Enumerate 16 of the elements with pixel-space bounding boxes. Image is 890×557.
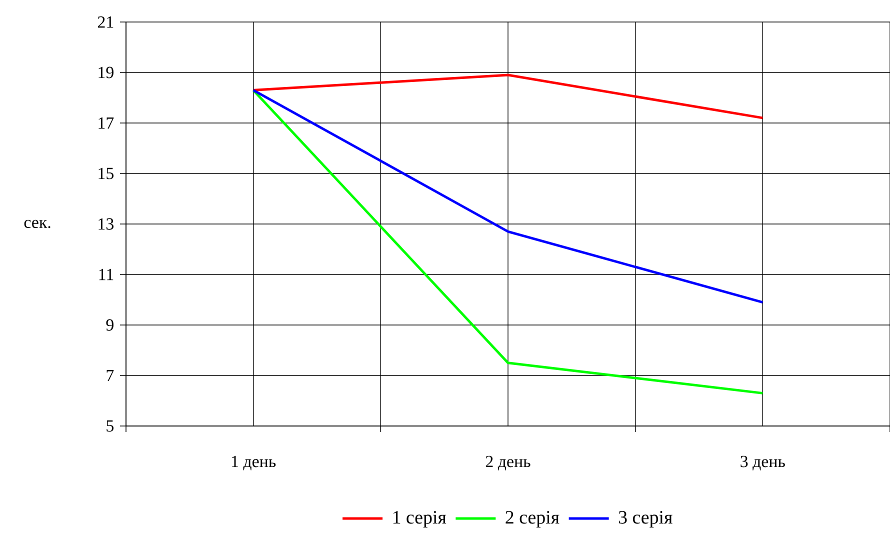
y-tick-label: 5 <box>106 420 114 432</box>
y-tick-label: 13 <box>98 218 114 230</box>
y-tick-label: 17 <box>98 117 114 129</box>
x-tick-label: 2 день <box>486 456 530 470</box>
legend-label: 3 серія <box>618 510 672 528</box>
legend-label: 2 серія <box>506 510 560 528</box>
y-tick-label: 19 <box>98 66 114 78</box>
y-tick-label: 9 <box>106 319 114 331</box>
y-tick-label: 11 <box>99 268 114 280</box>
x-tick-label: 1 день <box>232 456 276 470</box>
legend-label: 1 серія <box>393 510 446 528</box>
y-tick-label: 15 <box>98 168 114 180</box>
x-tick-label: 3 день <box>740 456 785 470</box>
y-tick-label: 7 <box>106 370 114 382</box>
y-axis-title: сек. <box>24 220 50 228</box>
y-tick-label: 21 <box>98 16 114 28</box>
